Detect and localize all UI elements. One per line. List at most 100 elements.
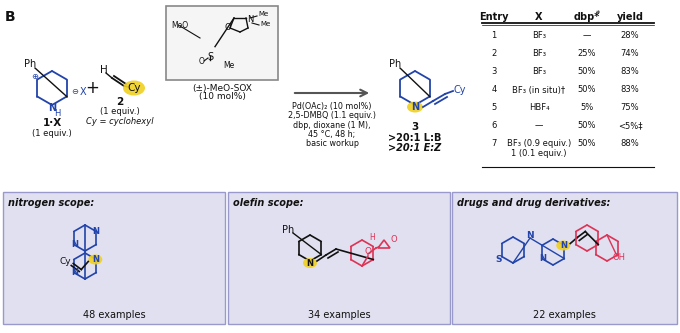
Text: N: N [71, 240, 78, 249]
Text: Me: Me [258, 11, 268, 17]
Text: 48 examples: 48 examples [83, 310, 146, 320]
Ellipse shape [123, 81, 145, 96]
Text: O: O [391, 234, 397, 243]
Text: —: — [583, 32, 591, 41]
Text: 4: 4 [492, 86, 496, 95]
Text: olefin scope:: olefin scope: [233, 198, 303, 208]
Text: MeO: MeO [171, 22, 188, 31]
Text: 7: 7 [492, 140, 496, 149]
Text: Ph: Ph [282, 225, 294, 235]
Text: N: N [71, 268, 78, 277]
Text: 5%: 5% [580, 104, 594, 113]
Text: 50%: 50% [578, 68, 596, 77]
Text: *: * [596, 10, 600, 19]
Text: 74%: 74% [621, 50, 639, 59]
Text: 1·X: 1·X [42, 118, 62, 128]
Text: HBF₄: HBF₄ [528, 104, 549, 113]
FancyBboxPatch shape [3, 192, 225, 324]
Text: 34 examples: 34 examples [307, 310, 371, 320]
Ellipse shape [303, 258, 317, 268]
Text: 50%: 50% [578, 140, 596, 149]
Text: X: X [535, 12, 543, 22]
Text: 22 examples: 22 examples [533, 310, 596, 320]
Text: OH: OH [613, 253, 626, 262]
FancyBboxPatch shape [452, 192, 677, 324]
Text: Cy: Cy [127, 83, 141, 93]
FancyBboxPatch shape [166, 6, 278, 80]
Text: —: — [534, 122, 543, 131]
Text: BF₃: BF₃ [532, 68, 546, 77]
Text: ⊖: ⊖ [71, 88, 78, 97]
Text: B: B [5, 10, 16, 24]
Text: dbp, dioxane (1 M),: dbp, dioxane (1 M), [293, 121, 371, 130]
Text: 3: 3 [492, 68, 496, 77]
Ellipse shape [88, 254, 102, 264]
Text: Pd(OAc)₂ (10 mol%): Pd(OAc)₂ (10 mol%) [292, 103, 372, 112]
Text: drugs and drug derivatives:: drugs and drug derivatives: [457, 198, 611, 208]
Text: <5%‡: <5%‡ [617, 122, 642, 131]
Text: (1 equiv.): (1 equiv.) [32, 129, 72, 138]
Text: 1: 1 [492, 32, 496, 41]
Text: 28%: 28% [621, 32, 639, 41]
Text: AnyTesting.com: AnyTesting.com [560, 310, 620, 319]
Text: 25%: 25% [578, 50, 596, 59]
Text: Entry: Entry [479, 12, 509, 22]
Text: (±)-MeO-SOX: (±)-MeO-SOX [192, 84, 252, 93]
Text: N: N [411, 102, 419, 112]
Text: dbp*: dbp* [574, 12, 600, 22]
Text: Ph: Ph [24, 59, 36, 69]
Text: O: O [364, 246, 371, 255]
Text: +: + [85, 79, 99, 97]
Text: nitrogen scope:: nitrogen scope: [8, 198, 95, 208]
Text: yield: yield [617, 12, 643, 22]
Text: 2: 2 [116, 97, 124, 107]
Text: basic workup: basic workup [305, 139, 358, 148]
Text: BF₃ (0.9 equiv.): BF₃ (0.9 equiv.) [507, 140, 571, 149]
Text: N: N [307, 258, 313, 267]
Text: 75%: 75% [621, 104, 639, 113]
Text: N: N [539, 254, 546, 263]
Text: Ph: Ph [389, 59, 401, 69]
Text: >20:1 E:Z: >20:1 E:Z [388, 143, 441, 153]
Text: N: N [92, 255, 99, 264]
FancyBboxPatch shape [228, 192, 450, 324]
Text: H: H [369, 233, 375, 242]
Text: BF₃: BF₃ [532, 50, 546, 59]
Text: 83%: 83% [621, 68, 639, 77]
Text: Me: Me [260, 21, 270, 27]
Text: (1 equiv.): (1 equiv.) [100, 108, 140, 117]
Text: Cy: Cy [59, 257, 71, 266]
Text: 2,5-DMBQ (1.1 equiv.): 2,5-DMBQ (1.1 equiv.) [288, 112, 376, 121]
Text: Cy: Cy [453, 85, 466, 95]
Text: ⊕: ⊕ [31, 72, 38, 81]
Text: N: N [247, 16, 253, 25]
Text: N: N [560, 241, 566, 250]
Text: S: S [207, 52, 213, 62]
Text: N: N [48, 103, 56, 113]
Text: Cy = cyclohexyl: Cy = cyclohexyl [86, 118, 154, 127]
Text: 50%: 50% [578, 86, 596, 95]
Text: 1 (0.1 equiv.): 1 (0.1 equiv.) [511, 149, 566, 158]
Text: 6: 6 [492, 122, 496, 131]
Text: 2: 2 [492, 50, 496, 59]
Text: X: X [80, 87, 86, 97]
Ellipse shape [556, 240, 571, 250]
Text: O: O [199, 58, 205, 67]
Text: 50%: 50% [578, 122, 596, 131]
Text: Me: Me [223, 62, 234, 71]
Text: 5: 5 [492, 104, 496, 113]
Text: 45 °C, 48 h;: 45 °C, 48 h; [308, 130, 356, 139]
Text: H: H [100, 65, 108, 75]
Text: H: H [54, 109, 61, 118]
Text: O: O [224, 23, 231, 32]
Text: (10 mol%): (10 mol%) [199, 93, 245, 102]
Text: 83%: 83% [621, 86, 639, 95]
Text: 88%: 88% [621, 140, 639, 149]
Text: BF₃: BF₃ [532, 32, 546, 41]
Text: 3: 3 [411, 122, 419, 132]
Ellipse shape [407, 102, 423, 113]
Text: >20:1 L:B: >20:1 L:B [388, 133, 442, 143]
Text: N: N [526, 231, 534, 240]
Text: N: N [92, 227, 99, 236]
Text: S: S [496, 255, 503, 264]
